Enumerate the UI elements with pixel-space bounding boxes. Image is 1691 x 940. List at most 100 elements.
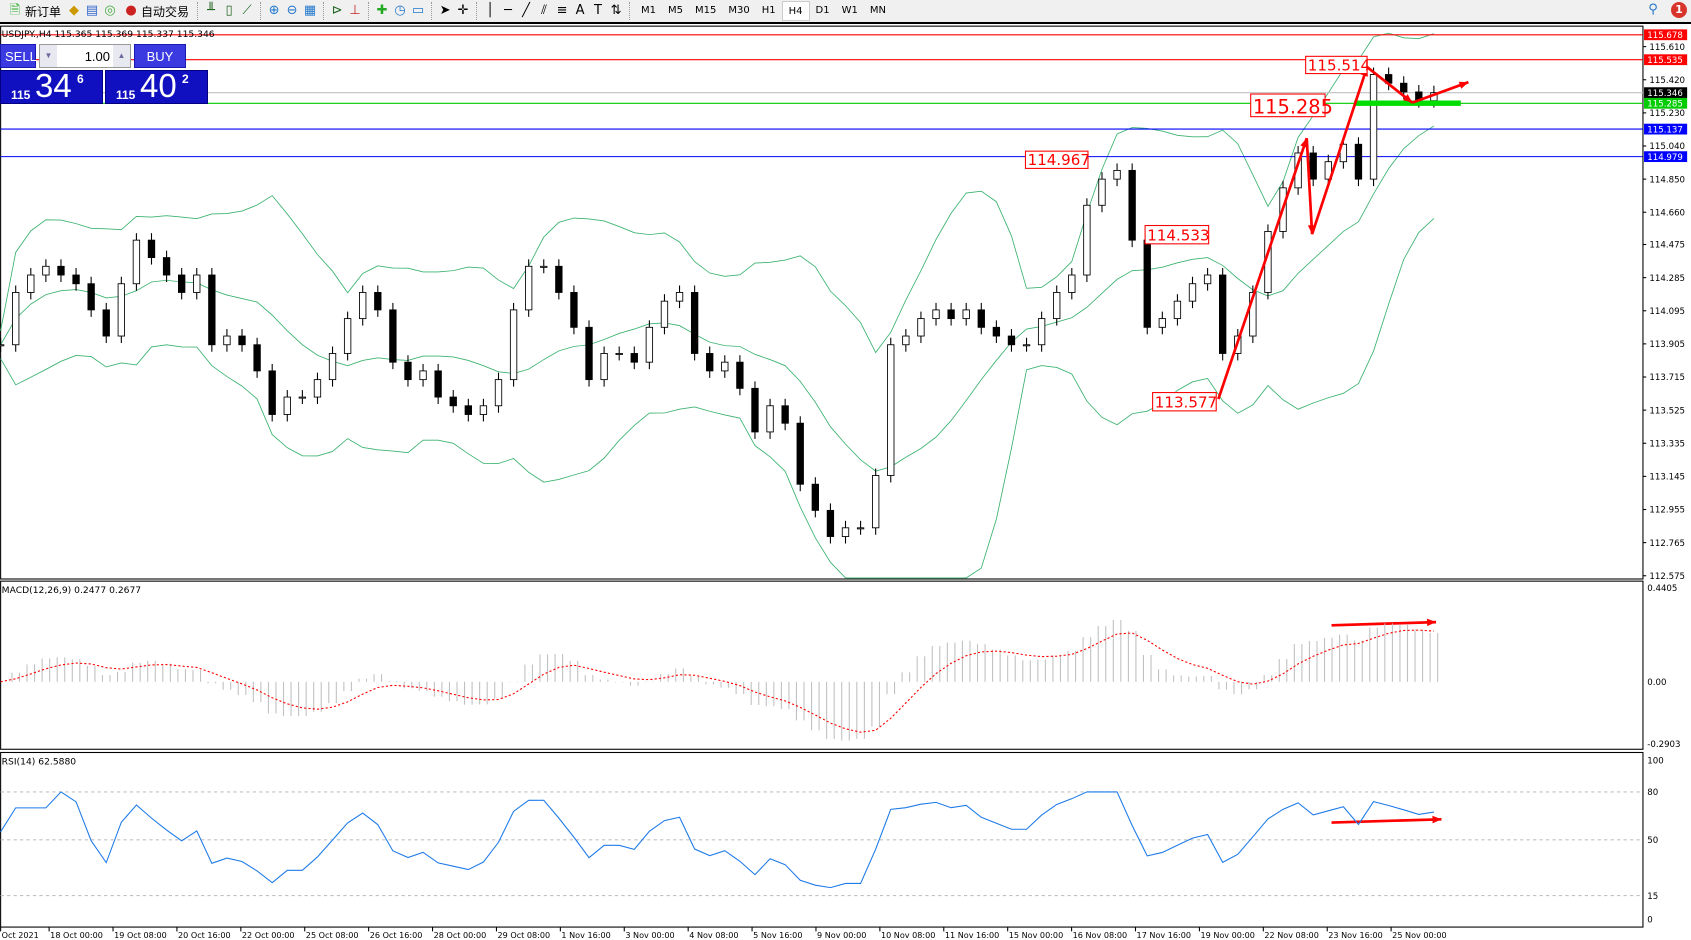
sell-price[interactable]: 115 34 6 xyxy=(0,67,103,104)
time-tick-label: 5 Nov 16:00 xyxy=(753,930,802,940)
buy-price-pips: 40 xyxy=(140,67,177,104)
candlestick-icon[interactable]: ▯ xyxy=(225,3,233,18)
navigator-icon[interactable]: ▤ xyxy=(85,3,99,18)
timeframe-m5[interactable]: M5 xyxy=(668,5,684,16)
lot-size-stepper[interactable]: ▼ ▲ xyxy=(39,44,131,68)
indicators-icon[interactable]: ✚ xyxy=(376,3,388,18)
rsi-tick-label: 100 xyxy=(1647,756,1663,766)
timeframe-m30[interactable]: M30 xyxy=(728,5,750,16)
price-level-tag-label: 114.979 xyxy=(1647,153,1683,163)
time-tick-label: 18 Oct 00:00 xyxy=(50,930,103,940)
price-annotation-box xyxy=(1305,55,1368,75)
bear-candle xyxy=(57,265,65,276)
buy-price-fraction: 2 xyxy=(182,72,189,86)
new-order-button[interactable]: 🗎 新订单 xyxy=(4,1,64,21)
bull-candle xyxy=(1068,274,1076,293)
bull-candle xyxy=(1324,161,1332,180)
bear-candle xyxy=(947,309,955,320)
market-watch-icon[interactable]: ◆ xyxy=(69,3,80,18)
macd-tick-label: 0.00 xyxy=(1647,678,1666,688)
price-tick-label: 113.145 xyxy=(1649,473,1685,483)
timeframe-w1[interactable]: W1 xyxy=(841,5,858,16)
lot-increase-icon[interactable]: ▲ xyxy=(113,45,130,67)
bull-candle xyxy=(1098,178,1106,206)
bull-candle xyxy=(494,379,503,407)
bull-candle xyxy=(12,292,20,346)
time-tick-label: 17 Nov 16:00 xyxy=(1137,930,1191,940)
timeframe-m15[interactable]: M15 xyxy=(695,5,717,16)
price-annotation-box xyxy=(1024,150,1089,169)
chart-area[interactable]: 115.514 115.285 114.967 114.533 113.577 115.… xyxy=(0,24,1691,940)
crosshair-icon[interactable]: ✛ xyxy=(457,3,469,18)
chart-shift-icon[interactable]: ⊥ xyxy=(349,3,361,18)
auto-trading-button[interactable]: ● 自动交易 xyxy=(120,1,192,21)
trend-arrow-line xyxy=(1305,138,1314,235)
bar-chart-icon[interactable]: ╨ xyxy=(207,3,215,18)
bear-candle xyxy=(570,292,578,328)
bear-candle xyxy=(374,292,382,311)
notification-badge[interactable]: 1 xyxy=(1671,2,1687,18)
price-level-tag-label: 115.137 xyxy=(1647,125,1683,135)
time-tick-label: 11 Nov 16:00 xyxy=(945,930,999,940)
bear-candle xyxy=(1354,143,1363,180)
time-tick-label: 26 Oct 16:00 xyxy=(370,930,423,940)
buy-price-prefix: 115 xyxy=(116,88,136,102)
zoom-out-icon[interactable]: ⊖ xyxy=(286,3,298,18)
lot-size-input[interactable] xyxy=(57,45,113,67)
price-tick-label: 114.475 xyxy=(1649,241,1685,251)
timeframe-mn[interactable]: MN xyxy=(869,5,886,16)
bear-candle xyxy=(977,309,985,328)
arrows-icon[interactable]: ⇅ xyxy=(610,3,622,18)
timeframe-m1[interactable]: M1 xyxy=(641,5,657,16)
lot-decrease-icon[interactable]: ▼ xyxy=(40,45,57,67)
time-tick-label: 10 Nov 08:00 xyxy=(881,930,935,940)
bull-candle xyxy=(193,274,201,293)
periods-icon[interactable]: ◷ xyxy=(394,3,406,18)
signals-icon[interactable]: ◎ xyxy=(104,3,116,18)
auto-scroll-icon[interactable]: ⊳ xyxy=(331,3,343,18)
sell-button[interactable]: SELL xyxy=(0,44,37,68)
price-level-tag xyxy=(1644,151,1688,163)
price-tick-label: 113.715 xyxy=(1649,373,1685,383)
fibonacci-icon[interactable]: ≡ xyxy=(556,3,568,18)
time-tick-label: 16 Nov 08:00 xyxy=(1073,930,1127,940)
horizontal-line-icon[interactable]: ─ xyxy=(504,3,512,18)
search-icon[interactable]: ⚲ xyxy=(1648,2,1658,17)
text-icon[interactable]: A xyxy=(575,3,585,18)
timeframe-h4[interactable]: H4 xyxy=(781,1,810,21)
bull-candle xyxy=(887,344,895,476)
bull-candle xyxy=(856,527,865,530)
price-tick-label: 113.905 xyxy=(1649,340,1685,350)
trend-arrow-line xyxy=(1331,817,1442,824)
bear-candle xyxy=(1219,274,1227,354)
text-label-icon[interactable]: T xyxy=(594,3,602,18)
bear-candle xyxy=(102,309,110,337)
bear-candle xyxy=(162,257,171,276)
tile-windows-icon[interactable]: ▦ xyxy=(303,3,317,18)
bull-candle xyxy=(313,379,322,398)
bull-candle xyxy=(1188,283,1197,302)
bull-candle xyxy=(962,309,970,320)
rsi-tick-label: 80 xyxy=(1647,788,1658,798)
arrow-head-icon xyxy=(1432,815,1442,824)
zoom-in-icon[interactable]: ⊕ xyxy=(268,3,280,18)
cursor-icon[interactable]: ➤ xyxy=(439,3,451,18)
time-tick-label: 28 Oct 00:00 xyxy=(434,930,487,940)
buy-button[interactable]: BUY xyxy=(134,44,186,68)
timeframe-d1[interactable]: D1 xyxy=(815,5,830,16)
bull-candle xyxy=(117,283,125,337)
symbol-info: USDJPY.,H4 115.365 115.369 115.337 115.3… xyxy=(2,29,215,40)
buy-price[interactable]: 115 40 2 xyxy=(105,67,208,104)
one-click-trading-panel: SELL ▼ ▲ BUY 115 34 6 115 40 2 xyxy=(0,44,208,104)
bear-candle xyxy=(1309,152,1317,180)
trendline-icon[interactable]: ╱ xyxy=(522,3,530,18)
templates-icon[interactable]: ▭ xyxy=(411,3,425,18)
equidistant-channel-icon[interactable]: ⫽ xyxy=(541,3,547,18)
rsi-tick-label: 0 xyxy=(1647,916,1652,926)
price-level-tag xyxy=(1644,97,1688,109)
vertical-line-icon[interactable]: │ xyxy=(486,3,494,18)
line-chart-icon[interactable]: ⟋ xyxy=(242,3,252,18)
trend-arrow-line xyxy=(1310,66,1369,235)
bull-candle xyxy=(540,265,548,268)
timeframe-h1[interactable]: H1 xyxy=(761,5,776,16)
